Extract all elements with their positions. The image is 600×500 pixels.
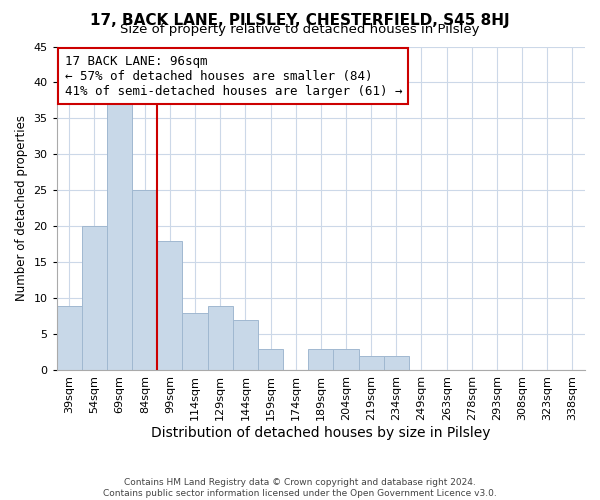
Text: Contains HM Land Registry data © Crown copyright and database right 2024.
Contai: Contains HM Land Registry data © Crown c… — [103, 478, 497, 498]
Bar — [359, 356, 384, 370]
Text: Size of property relative to detached houses in Pilsley: Size of property relative to detached ho… — [120, 22, 480, 36]
Bar — [157, 241, 182, 370]
Bar — [334, 349, 359, 370]
Bar — [208, 306, 233, 370]
Y-axis label: Number of detached properties: Number of detached properties — [15, 116, 28, 302]
Bar — [82, 226, 107, 370]
X-axis label: Distribution of detached houses by size in Pilsley: Distribution of detached houses by size … — [151, 426, 491, 440]
Bar — [258, 349, 283, 370]
Bar — [308, 349, 334, 370]
Bar — [384, 356, 409, 370]
Bar — [132, 190, 157, 370]
Bar — [57, 306, 82, 370]
Text: 17 BACK LANE: 96sqm
← 57% of detached houses are smaller (84)
41% of semi-detach: 17 BACK LANE: 96sqm ← 57% of detached ho… — [65, 54, 402, 98]
Bar — [182, 313, 208, 370]
Text: 17, BACK LANE, PILSLEY, CHESTERFIELD, S45 8HJ: 17, BACK LANE, PILSLEY, CHESTERFIELD, S4… — [90, 12, 510, 28]
Bar — [233, 320, 258, 370]
Bar — [107, 104, 132, 370]
